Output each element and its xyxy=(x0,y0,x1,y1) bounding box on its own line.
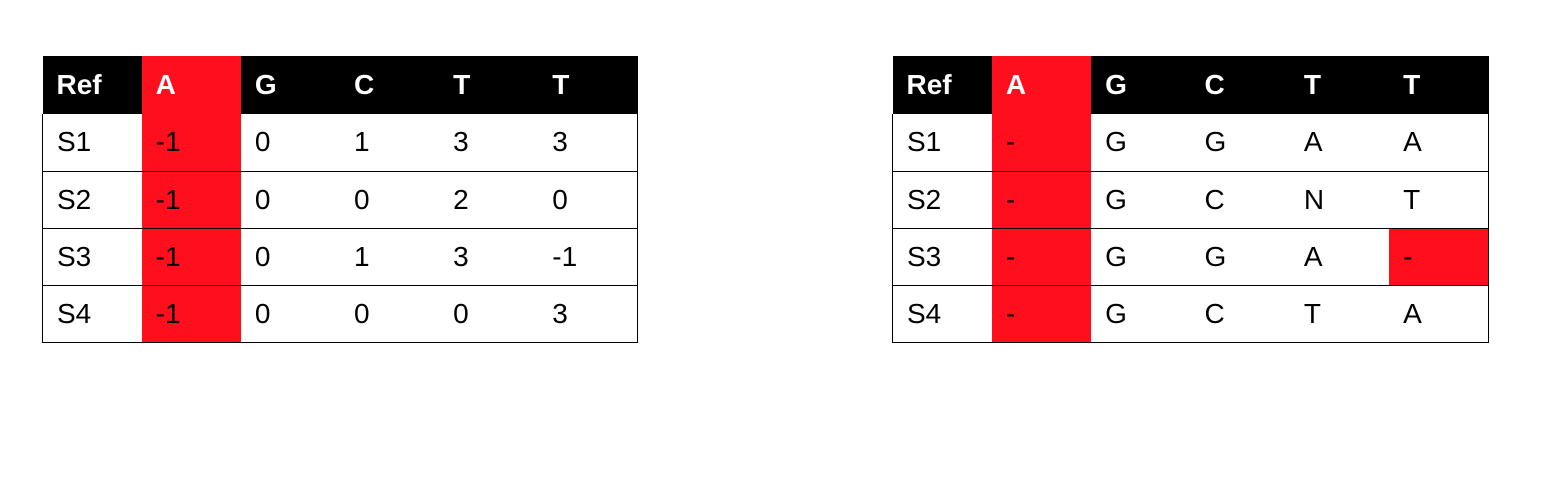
header-row: Ref A G C T T xyxy=(42,56,638,114)
base-cell-highlighted: - xyxy=(991,285,1092,343)
score-cell: 1 xyxy=(339,114,440,172)
score-cell: 0 xyxy=(538,171,639,229)
header-cell: G xyxy=(240,56,340,114)
score-table: Ref A G C T T S1 -1 0 1 3 3 S2 -1 0 0 2 … xyxy=(41,56,639,343)
score-cell: 0 xyxy=(339,285,440,343)
score-cell: 0 xyxy=(240,285,340,343)
score-cell: 0 xyxy=(240,228,340,286)
score-cell-highlighted: -1 xyxy=(141,114,241,172)
table-row: S2 -1 0 0 2 0 xyxy=(41,171,639,229)
base-cell: G xyxy=(1190,114,1290,172)
score-cell: 0 xyxy=(439,285,539,343)
header-cell-highlighted: A xyxy=(991,56,1092,114)
header-cell: T xyxy=(1389,56,1489,114)
table-row: S1 - G G A A xyxy=(891,114,1490,172)
header-cell-ref: Ref xyxy=(42,56,142,114)
sample-label: S3 xyxy=(41,228,142,286)
base-cell: C xyxy=(1190,171,1290,229)
base-cell: C xyxy=(1190,285,1290,343)
score-cell: 1 xyxy=(339,228,440,286)
score-cell: 3 xyxy=(439,228,539,286)
base-cell: G xyxy=(1190,228,1290,286)
table-row: S4 -1 0 0 0 3 xyxy=(41,285,639,343)
sample-label: S4 xyxy=(891,285,992,343)
header-cell: T xyxy=(538,56,638,114)
base-cell-highlighted: - xyxy=(991,171,1092,229)
base-cell: G xyxy=(1091,114,1191,172)
sample-label: S2 xyxy=(41,171,142,229)
score-cell: 0 xyxy=(339,171,440,229)
header-cell-highlighted: A xyxy=(141,56,241,114)
score-cell: 3 xyxy=(439,114,539,172)
sample-label: S1 xyxy=(891,114,992,172)
header-cell: C xyxy=(1190,56,1290,114)
table-row: S4 - G C T A xyxy=(891,285,1490,343)
base-cell: G xyxy=(1091,228,1191,286)
base-cell-highlighted: - xyxy=(991,114,1092,172)
score-cell: 0 xyxy=(240,171,340,229)
base-cell: G xyxy=(1091,285,1191,343)
base-cell: A xyxy=(1289,228,1390,286)
base-table: Ref A G C T T S1 - G G A A S2 - G C N T … xyxy=(891,56,1490,343)
table-row: S3 - G G A - xyxy=(891,228,1490,286)
base-cell: A xyxy=(1289,114,1390,172)
score-cell-highlighted: -1 xyxy=(141,228,241,286)
score-cell: 3 xyxy=(538,114,639,172)
header-cell: T xyxy=(439,56,539,114)
base-cell: A xyxy=(1389,114,1490,172)
table-row: S3 -1 0 1 3 -1 xyxy=(41,228,639,286)
table-row: S2 - G C N T xyxy=(891,171,1490,229)
sample-label: S3 xyxy=(891,228,992,286)
sample-label: S2 xyxy=(891,171,992,229)
table-row: S1 -1 0 1 3 3 xyxy=(41,114,639,172)
header-cell-ref: Ref xyxy=(892,56,992,114)
score-cell: -1 xyxy=(538,228,639,286)
header-cell: C xyxy=(339,56,440,114)
base-cell: N xyxy=(1289,171,1390,229)
base-cell: A xyxy=(1389,285,1490,343)
header-row: Ref A G C T T xyxy=(892,56,1489,114)
score-cell: 0 xyxy=(240,114,340,172)
header-cell: G xyxy=(1091,56,1191,114)
base-cell-highlighted: - xyxy=(991,228,1092,286)
score-cell: 2 xyxy=(439,171,539,229)
header-cell: T xyxy=(1289,56,1390,114)
base-cell: T xyxy=(1389,171,1490,229)
sample-label: S1 xyxy=(41,114,142,172)
score-cell-highlighted: -1 xyxy=(141,285,241,343)
base-cell: G xyxy=(1091,171,1191,229)
base-cell: T xyxy=(1289,285,1390,343)
score-cell-highlighted: -1 xyxy=(141,171,241,229)
sample-label: S4 xyxy=(41,285,142,343)
base-cell-highlighted: - xyxy=(1389,228,1490,286)
score-cell: 3 xyxy=(538,285,639,343)
